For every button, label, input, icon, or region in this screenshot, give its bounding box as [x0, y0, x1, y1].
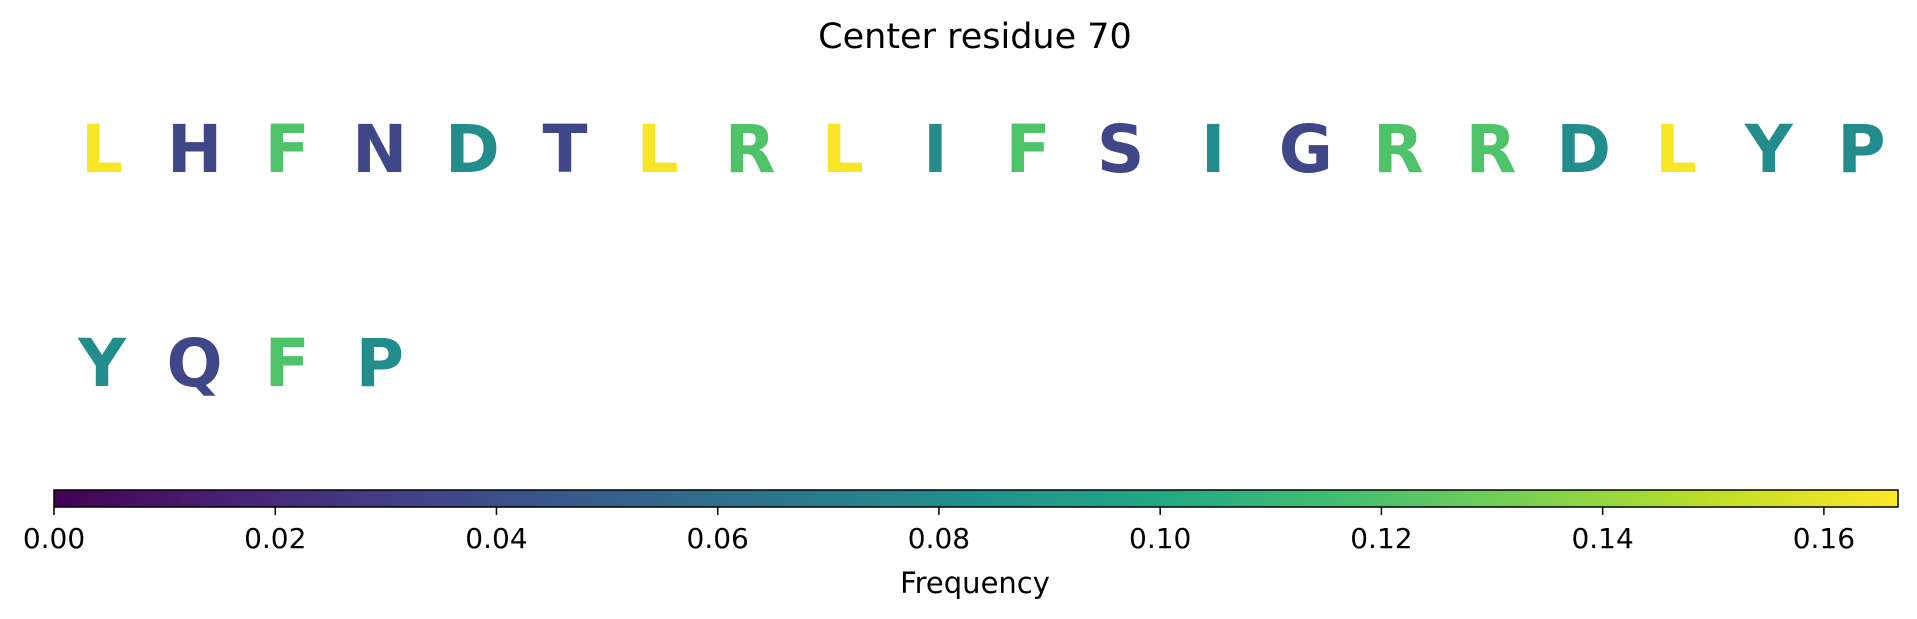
residue-letter: L — [822, 111, 864, 188]
colorbar-tick-label: 0.12 — [1350, 522, 1412, 555]
colorbar-frame — [53, 489, 1899, 508]
residue-letter: R — [725, 111, 776, 188]
residue-letter: I — [1201, 111, 1226, 188]
residue-letter: Y — [1744, 111, 1794, 188]
residue-letter: L — [637, 111, 679, 188]
colorbar-tick-label: 0.08 — [908, 522, 970, 555]
residue-letter: D — [1556, 111, 1611, 188]
colorbar-tick-label: 0.02 — [244, 522, 306, 555]
residue-letter: R — [1373, 111, 1424, 188]
residue-letter: G — [1279, 111, 1333, 188]
residue-letter: L — [1655, 111, 1697, 188]
colorbar-tick-label: 0.10 — [1129, 522, 1191, 555]
residue-letter: Q — [167, 325, 223, 402]
residue-letter: D — [445, 111, 500, 188]
residue-letters: L H F N D T L R L I F S I G R R D L Y PY Q F P — [77, 111, 1885, 402]
residue-letter: P — [356, 325, 404, 402]
residue-letter: S — [1097, 111, 1145, 188]
residue-letter: N — [352, 111, 407, 188]
chart-title: Center residue 70 — [818, 17, 1132, 57]
residue-letter: T — [542, 111, 587, 188]
residue-letter: F — [265, 325, 310, 402]
residue-letter: F — [265, 111, 310, 188]
colorbar-label: Frequency — [900, 566, 1050, 600]
residue-letter: L — [81, 111, 123, 188]
colorbar-tick-label: 0.00 — [23, 522, 85, 555]
colorbar-ticks: 0.00 0.02 0.04 0.06 0.08 0.10 0.12 0.14 0.16 — [23, 507, 1855, 555]
colorbar-tick-label: 0.06 — [687, 522, 749, 555]
residue-letter: R — [1466, 111, 1517, 188]
residue-letter: F — [1005, 111, 1050, 188]
residue-letter: I — [923, 111, 948, 188]
residue-letter: Y — [77, 325, 127, 402]
colorbar-tick-label: 0.16 — [1793, 522, 1855, 555]
residue-letter: P — [1837, 111, 1885, 188]
colorbar-gradient — [54, 490, 1898, 507]
colorbar-tick-label: 0.04 — [465, 522, 527, 555]
residue-letter: H — [167, 111, 222, 188]
colorbar: 0.00 0.02 0.04 0.06 0.08 0.10 0.12 0.14 0.16 Fre… — [23, 489, 1899, 600]
colorbar-tick-label: 0.14 — [1571, 522, 1633, 555]
